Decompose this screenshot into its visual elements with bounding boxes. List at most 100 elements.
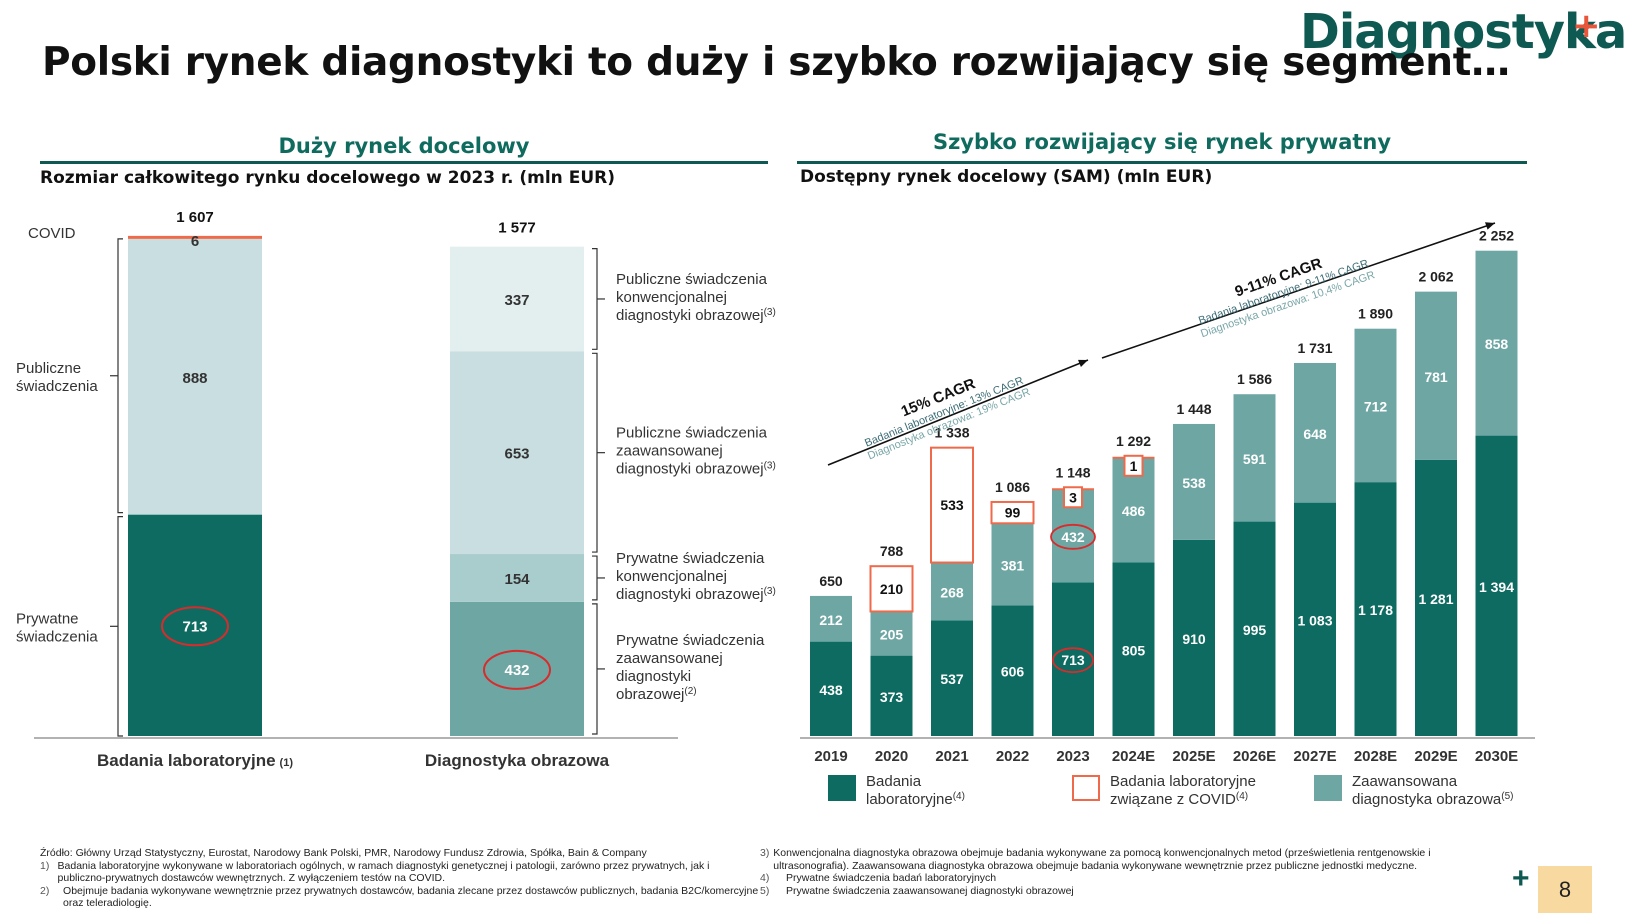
highlight-circle [1052, 647, 1094, 674]
cagr-arrow-head [1485, 222, 1495, 230]
cagr-arrow [1101, 222, 1496, 359]
bracket-label: Prywatne świadczenia konwencjonalnej diagn… [616, 550, 776, 603]
legend-label: Zaawansowana diagnostyka obrazowa(5) [1352, 773, 1514, 808]
logo-plus-icon: + [1572, 6, 1601, 46]
plus-icon: + [1512, 862, 1530, 895]
highlight-circle [161, 606, 229, 647]
cagr-arrow-head [1078, 359, 1088, 368]
imaging-value-label: 538 [1182, 475, 1206, 491]
covid-value-label: 3 [1069, 489, 1077, 505]
total-label: 1 338 [934, 425, 969, 441]
cagr-arrow [827, 359, 1089, 466]
bar-lab [1475, 435, 1518, 736]
total-label: 1 607 [176, 209, 214, 226]
total-label: 1 890 [1358, 306, 1393, 322]
total-label: 1 586 [1237, 371, 1272, 387]
total-label: 1 148 [1055, 464, 1090, 480]
footnote-number: 3) [760, 847, 770, 859]
year-label: 2022 [996, 748, 1029, 765]
bar-imaging [1354, 328, 1397, 483]
footnote: 4) Prywatne świadczenia badań laboratoryj… [760, 872, 1440, 885]
footnote-text: Konwencjonalna diagnostyka obrazowa obej… [773, 847, 1431, 872]
segment-value-label: 713 [182, 618, 207, 635]
lab-value-label: 537 [940, 671, 964, 687]
covid-label: COVID [28, 225, 76, 242]
legend-swatch [1314, 775, 1342, 801]
footnote-text: Badania laboratoryjne wykonywane w labor… [57, 859, 710, 885]
covid-value-label: 1 [1130, 458, 1138, 474]
lab-value-label: 713 [1061, 652, 1085, 668]
bar-lab [931, 620, 973, 736]
year-label: 2021 [935, 748, 968, 765]
sam-growth-chart: 438 212 650 2019 373 205 210 788 2020 537 268 533 1 … [800, 222, 1535, 808]
bracket [592, 248, 598, 350]
lab-value-label: 373 [880, 689, 904, 705]
bar-covid [869, 565, 914, 613]
imaging-value-label: 781 [1424, 369, 1448, 385]
year-label: 2023 [1056, 748, 1089, 765]
category-label: Diagnostyka obrazowa [425, 751, 610, 770]
total-label: 788 [880, 543, 904, 559]
bracket [592, 352, 598, 553]
footnote-text: Prywatne świadczenia zaawansowanej diagn… [786, 884, 1074, 897]
imaging-value-label: 648 [1303, 426, 1327, 442]
total-label: 1 448 [1176, 401, 1211, 417]
bar-imaging [1475, 250, 1518, 436]
legend-swatch [828, 775, 856, 801]
bar-lab [870, 655, 913, 736]
segment-value-label: 154 [504, 571, 530, 588]
footnote-text: Prywatne świadczenia badań laboratoryjny… [786, 872, 997, 884]
bar-lab [810, 641, 852, 736]
bar-lab [1112, 562, 1155, 736]
footnote: 3) Konwencjonalna diagnostyka obrazowa ob… [760, 847, 1440, 872]
imaging-value-label: 212 [819, 612, 843, 628]
imaging-value-label: 591 [1243, 451, 1267, 467]
lab-value-label: 1 394 [1479, 579, 1514, 595]
footnote-number: 4) [760, 872, 770, 884]
left-section-title: Duży rynek docelowy [278, 134, 530, 158]
highlight-circle [1050, 523, 1096, 550]
year-label: 2024E [1112, 748, 1155, 765]
footnotes-right: 3) Konwencjonalna diagnostyka obrazowa ob… [760, 847, 1440, 897]
bar-segment [450, 554, 584, 602]
lab-value-label: 1 178 [1358, 602, 1393, 618]
imaging-value-label: 858 [1485, 336, 1509, 352]
company-logo: Diagnostyka [1300, 4, 1627, 60]
bar-lab [1052, 582, 1094, 736]
bar-lab [1415, 459, 1457, 736]
total-label: 1 086 [995, 479, 1030, 495]
footnote: 1) Badania laboratoryjne wykonywane w lab… [40, 860, 760, 885]
market-size-chart: 713 888 6 1 607 Badania laboratoryjne (1) 432 1… [16, 209, 776, 770]
bracket-label: Prywatne świadczenia zaawansowanej diagnos… [616, 632, 765, 703]
segment-value-label: 432 [504, 662, 529, 679]
right-section-rule [797, 161, 1527, 164]
bar-segment [450, 601, 584, 736]
year-label: 2027E [1293, 748, 1336, 765]
page-title: Polski rynek diagnostyki to duży i szybk… [42, 40, 1510, 85]
imaging-value-label: 268 [940, 584, 964, 600]
bar-imaging [1294, 362, 1336, 503]
imaging-value-label: 712 [1364, 398, 1388, 414]
bar-lab [1294, 502, 1336, 736]
bracket-label-private: Prywatne świadczenia [16, 610, 98, 645]
lab-value-label: 995 [1243, 622, 1267, 638]
bar-imaging [991, 523, 1034, 606]
footnote: 2) Obejmuje badania wykonywane wewnętrzni… [40, 885, 760, 910]
category-label: Badania laboratoryjne (1) [97, 751, 293, 770]
left-section-rule [40, 161, 768, 164]
year-label: 2025E [1172, 748, 1215, 765]
bracket [117, 516, 123, 737]
lab-value-label: 1 083 [1297, 612, 1332, 628]
segment-value-label: 6 [191, 233, 199, 250]
imaging-value-label: 205 [880, 627, 904, 643]
bar-covid [1123, 454, 1144, 477]
footnote: 5) Prywatne świadczenia zaawansowanej dia… [760, 885, 1440, 898]
legend-swatch [1072, 775, 1100, 801]
year-label: 2019 [814, 748, 847, 765]
year-label: 2030E [1475, 748, 1518, 765]
year-label: 2020 [875, 748, 908, 765]
bar-segment [128, 235, 262, 239]
page-number: 8 [1538, 866, 1592, 913]
segment-value-label: 337 [504, 292, 529, 309]
